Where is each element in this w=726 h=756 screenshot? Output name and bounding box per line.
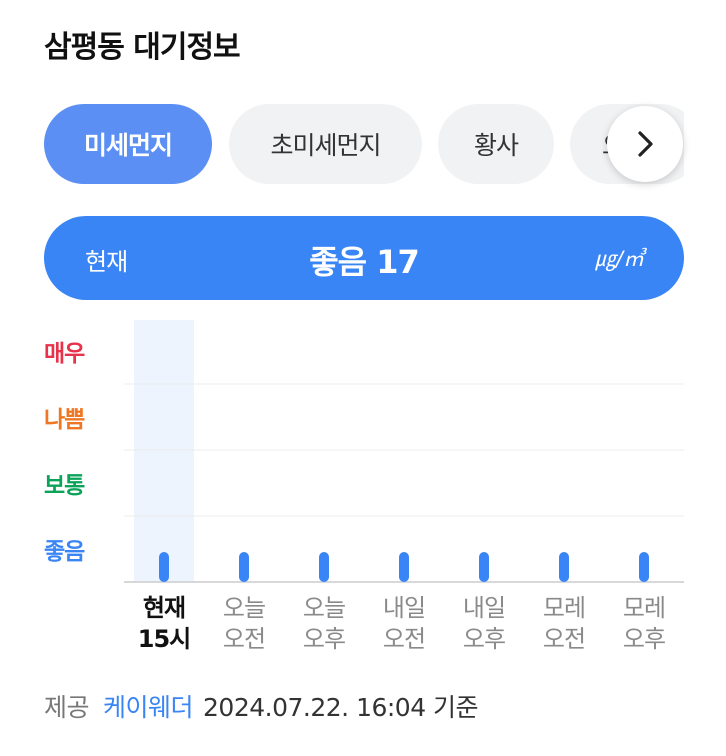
data-marker (559, 552, 569, 582)
data-marker (319, 552, 329, 582)
x-tick-label: 오전 (223, 625, 265, 653)
x-tick-label: 15시 (138, 625, 190, 653)
x-tick-label: 오후 (303, 625, 345, 653)
provider-link[interactable]: 케이웨더 (103, 693, 194, 722)
provider-label: 제공 (44, 693, 90, 722)
x-tick-label: 오후 (463, 625, 505, 653)
x-tick-label: 오늘 (303, 594, 345, 622)
data-marker (159, 552, 169, 582)
current-value: 좋음 17 (309, 243, 420, 281)
timestamp: 2024.07.22. 16:04 기준 (203, 693, 479, 722)
chevron-right-icon (638, 131, 653, 157)
x-tick-label: 모레 (623, 594, 665, 622)
level-label: 좋음 (44, 539, 85, 565)
x-tick-label: 모레 (543, 594, 585, 622)
current-column-highlight (134, 320, 194, 582)
footer: 제공 케이웨더 2024.07.22. 16:04 기준 (44, 688, 479, 724)
level-label: 나쁨 (44, 407, 85, 433)
data-marker (639, 552, 649, 582)
data-marker (479, 552, 489, 582)
pollutant-tabs: 미세먼지 초미세먼지 황사 오존 (44, 104, 684, 184)
x-tick-label: 현재 (143, 594, 185, 622)
data-marker (399, 552, 409, 582)
tab-pm10[interactable]: 미세먼지 (44, 104, 212, 184)
tab-pm25[interactable]: 초미세먼지 (229, 104, 422, 184)
tabs-next-button[interactable] (607, 106, 683, 182)
x-tick-label: 오늘 (223, 594, 265, 622)
x-tick-label: 오전 (383, 625, 425, 653)
data-marker (239, 552, 249, 582)
page-title: 삼평동 대기정보 (44, 30, 241, 65)
tab-yellow-dust[interactable]: 황사 (438, 104, 554, 184)
x-tick-label: 내일 (463, 594, 505, 622)
level-label: 보통 (44, 473, 85, 499)
x-tick-label: 내일 (383, 594, 425, 622)
unit-label: ㎍/㎥ (594, 247, 644, 271)
current-status-banner: 현재 좋음 17 ㎍/㎥ (44, 216, 684, 300)
current-label: 현재 (85, 248, 128, 276)
x-tick-label: 오후 (623, 625, 665, 653)
x-tick-label: 오전 (543, 625, 585, 653)
level-label: 매우 (44, 341, 85, 367)
